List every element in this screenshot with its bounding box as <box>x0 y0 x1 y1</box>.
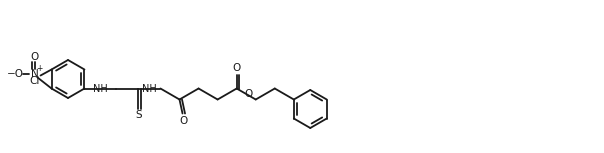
Text: +: + <box>36 64 43 73</box>
Text: O: O <box>233 62 241 73</box>
Text: NH: NH <box>142 84 157 93</box>
Text: N: N <box>31 69 39 78</box>
Text: O: O <box>30 52 39 62</box>
Text: Cl: Cl <box>30 75 40 86</box>
Text: S: S <box>135 110 142 119</box>
Text: O: O <box>179 116 188 125</box>
Text: −O: −O <box>7 69 24 78</box>
Text: NH: NH <box>93 84 108 93</box>
Text: O: O <box>244 89 252 99</box>
